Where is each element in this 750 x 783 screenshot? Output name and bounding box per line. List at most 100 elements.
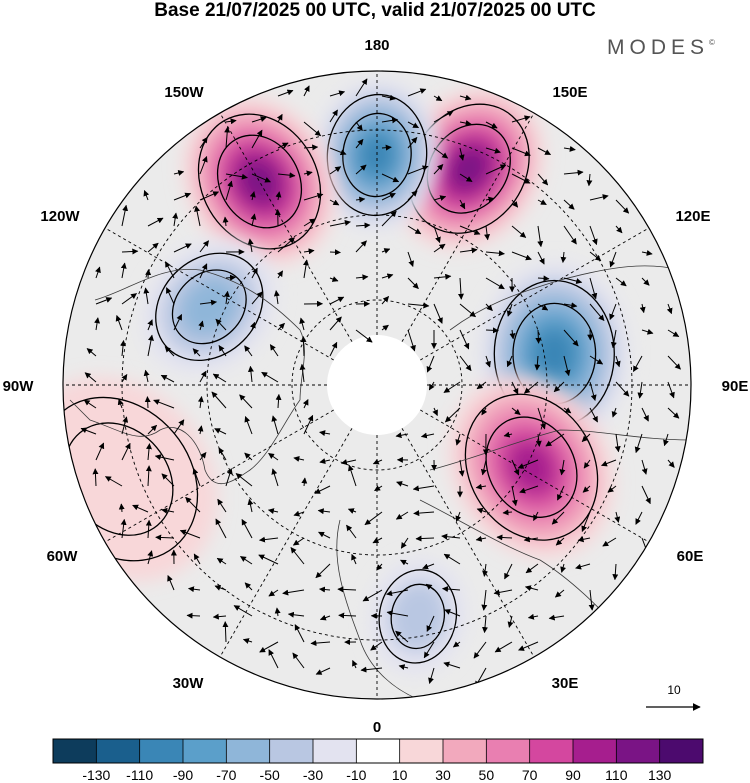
wind-arrow [199, 191, 220, 201]
wind-arrow [199, 240, 209, 253]
wind-arrow [507, 615, 514, 628]
wind-arrow [381, 144, 392, 151]
wind-arrow [535, 433, 542, 447]
wind-arrow [214, 428, 227, 435]
wind-arrow [602, 537, 617, 547]
wind-arrow [407, 137, 418, 149]
wind-arrow [121, 204, 129, 227]
chart-title: Base 21/07/2025 00 UTC, valid 21/07/2025… [154, 0, 596, 21]
wind-arrow [503, 431, 513, 438]
wind-arrow [413, 510, 435, 517]
colorbar: -130 -110 -90 -70 -50 -30 -10 10 30 50 70 90 110 130 [52, 738, 704, 783]
wind-arrow [340, 459, 357, 465]
wind-arrow [292, 537, 305, 546]
wind-arrow [511, 115, 531, 123]
wind-arrow [641, 485, 651, 505]
wind-arrow [83, 399, 97, 409]
wind-arrow [381, 248, 391, 254]
wind-arrow [212, 373, 227, 383]
wind-arrow [563, 277, 583, 285]
meridian-line [104, 227, 334, 361]
wind-arrow [485, 277, 505, 290]
wind-arrow [459, 199, 466, 210]
wind-arrow [217, 498, 227, 513]
wind-arrow [563, 145, 576, 152]
latitude-circle [291, 299, 463, 471]
anomaly-center-negative [142, 239, 277, 374]
wind-arrow [433, 147, 449, 159]
colorbar-tick-label: -90 [173, 767, 193, 783]
wind-arrow [511, 225, 527, 238]
wind-arrow [355, 196, 366, 203]
wind-arrow [225, 274, 236, 281]
colorbar-swatch [183, 739, 227, 763]
wind-arrow [589, 355, 604, 365]
wind-arrow [607, 485, 617, 493]
coastline [429, 429, 691, 471]
wind-arrow [615, 381, 630, 397]
wind-arrow [502, 509, 513, 516]
wind-arrow [143, 369, 150, 383]
wind-arrow [166, 287, 175, 305]
wind-arrow [282, 589, 305, 596]
wind-arrow [161, 507, 175, 514]
wind-arrow [524, 585, 539, 592]
wind-arrow [251, 129, 263, 149]
wind-arrow [407, 88, 427, 97]
wind-arrow [95, 266, 101, 279]
wind-arrow [362, 589, 383, 602]
wind-arrow [120, 340, 127, 357]
wind-arrow [563, 225, 577, 245]
wind-arrow [301, 477, 308, 487]
colorbar-swatch [443, 739, 487, 763]
wind-arrow [641, 459, 648, 475]
wind-arrow [223, 290, 230, 305]
wind-arrow [239, 555, 253, 565]
wind-arrow [534, 355, 541, 371]
wind-arrow [185, 496, 201, 513]
wind-arrow [303, 248, 315, 255]
wind-arrow [523, 381, 539, 394]
wind-arrow [589, 277, 598, 300]
pole-hole [327, 335, 427, 435]
wind-arrow [407, 225, 422, 235]
wind-arrow [319, 430, 331, 437]
wind-arrow [395, 511, 409, 520]
wind-arrow [407, 302, 430, 309]
wind-arrow [277, 237, 295, 253]
wind-arrow [537, 225, 544, 248]
wind-arrow [485, 196, 495, 203]
wind-arrow [143, 189, 150, 201]
wind-arrow [372, 458, 383, 465]
wind-arrow [511, 173, 531, 184]
wind-arrow [251, 116, 267, 123]
wind-arrow [347, 508, 357, 514]
wind-arrow [121, 293, 137, 305]
wind-arrow [351, 553, 357, 565]
wind-arrow [319, 614, 331, 621]
wind-arrow [188, 586, 201, 593]
wind-arrow [381, 210, 397, 227]
lon-label-30e: 30E [552, 675, 579, 692]
wind-arrow [433, 243, 446, 253]
wind-arrow [589, 407, 598, 423]
wind-arrow [268, 589, 279, 597]
wind-arrow [355, 329, 373, 343]
wind-arrow [303, 85, 310, 97]
wind-arrow [225, 180, 233, 201]
wind-arrow [216, 557, 227, 565]
wind-arrow [548, 614, 565, 621]
wind-arrow [426, 615, 435, 632]
wind-arrow [586, 173, 593, 187]
wind-arrow [459, 329, 470, 350]
wind-arrow [147, 334, 154, 357]
wind-arrow [233, 605, 253, 617]
wind-arrow [407, 121, 420, 129]
copyright-mark: © [709, 38, 715, 47]
wind-arrow [639, 303, 646, 314]
wind-arrow [218, 345, 227, 357]
wind-arrow [518, 641, 539, 651]
wind-arrow [407, 190, 418, 201]
wind-arrow [300, 336, 307, 357]
colorbar-swatch [616, 739, 660, 763]
